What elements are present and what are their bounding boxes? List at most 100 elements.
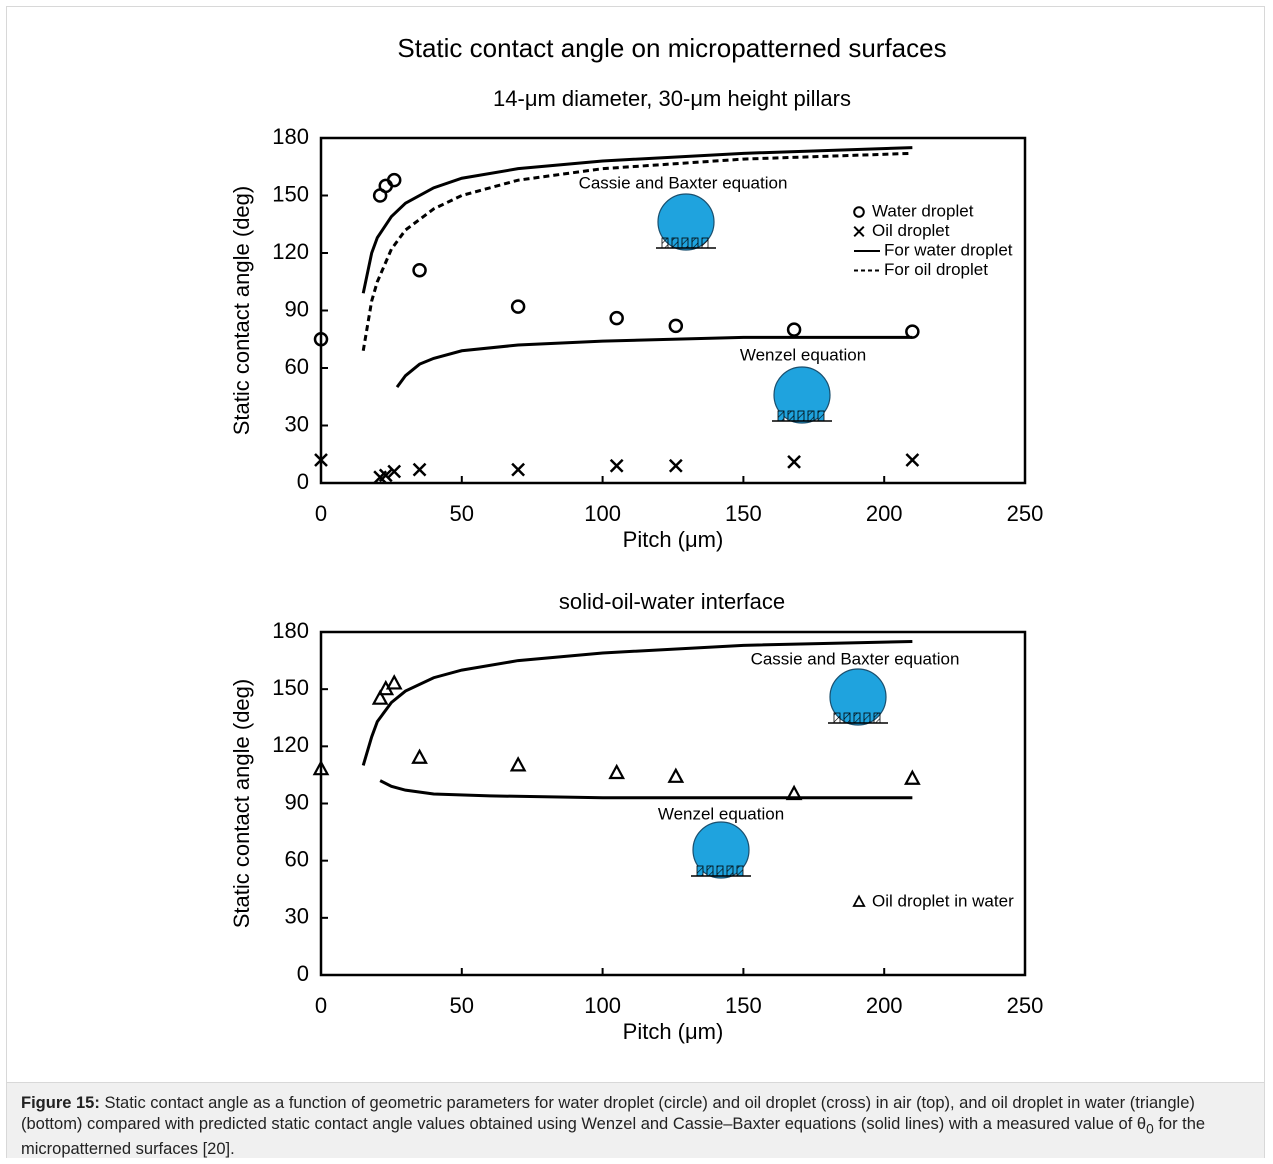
x-axis-label: Pitch (μm) (623, 1019, 724, 1044)
pillar-hatch (697, 866, 703, 876)
y-tick-label: 60 (285, 354, 309, 379)
x-tick-label: 0 (315, 993, 327, 1018)
pillar-hatch (808, 411, 814, 421)
x-tick-label: 100 (584, 501, 621, 526)
droplet-icon (828, 668, 888, 726)
y-tick-label: 180 (272, 618, 309, 643)
x-tick-label: 250 (1007, 501, 1044, 526)
y-tick-label: 90 (285, 296, 309, 321)
x-tick-label: 0 (315, 501, 327, 526)
marker-triangle (312, 759, 330, 776)
pillar-hatch (717, 866, 723, 876)
marker-cross (609, 458, 624, 473)
legend-label: Oil droplet in water (872, 891, 1014, 910)
y-tick-label: 180 (272, 124, 309, 149)
caption-label: Figure 15: (21, 1094, 100, 1112)
y-axis-label: Static contact angle (deg) (229, 186, 254, 435)
series-line (361, 151, 913, 352)
series-line (361, 146, 913, 389)
marker-circle (313, 332, 329, 347)
marker-cross (378, 468, 393, 483)
marker-triangle (411, 748, 428, 764)
x-tick-label: 150 (725, 993, 762, 1018)
x-tick-label: 200 (866, 501, 903, 526)
pillar (701, 237, 709, 249)
marker-circle (386, 172, 402, 188)
figure: Static contact angle on micropatterned s… (229, 33, 1044, 1044)
pillar (691, 237, 699, 249)
y-tick-label: 120 (272, 732, 309, 757)
legend-marker (852, 894, 866, 907)
marker-circle (786, 322, 802, 337)
droplet (692, 821, 750, 879)
caption-text-end: for the micropatterned surfaces [20]. (21, 1115, 1206, 1159)
x-tick-label: 150 (725, 501, 762, 526)
droplet-icon (772, 366, 832, 424)
y-axis-label: Static contact angle (deg) (229, 679, 254, 928)
chart-title: Static contact angle on micropatterned s… (397, 33, 946, 63)
x-tick-label: 200 (866, 993, 903, 1018)
caption-text: Static contact angle as a function of ge… (21, 1094, 1195, 1133)
pillar (671, 237, 679, 249)
y-tick-label: 90 (285, 789, 309, 814)
pillar-hatch (788, 411, 794, 421)
droplet (829, 668, 887, 726)
y-tick-label: 150 (272, 675, 309, 700)
pillar-hatch (727, 866, 733, 876)
pillar (853, 712, 861, 724)
marker-cross (511, 462, 526, 477)
y-tick-label: 120 (272, 239, 309, 264)
marker-cross (668, 458, 683, 473)
annotation: Wenzel equation (740, 345, 866, 364)
chart-title: solid-oil-water interface (559, 589, 785, 614)
legend-label: Oil droplet (872, 221, 950, 240)
droplet-icon (656, 193, 716, 251)
annotation: Wenzel equation (658, 804, 784, 823)
legend-label: Water droplet (872, 201, 974, 220)
marker-cross (412, 462, 427, 477)
pillar-hatch (798, 411, 804, 421)
pillar-hatch (737, 866, 743, 876)
marker-triangle (904, 769, 921, 785)
series-line (361, 640, 913, 800)
legend-marker (853, 206, 865, 218)
annotation: Cassie and Baxter equation (751, 649, 960, 668)
x-tick-label: 250 (1007, 993, 1044, 1018)
marker-triangle (608, 763, 626, 780)
pillar-hatch (707, 866, 713, 876)
pillar (873, 712, 881, 724)
legend-marker (853, 225, 865, 238)
marker-circle (668, 318, 684, 334)
pillar (843, 712, 851, 724)
annotation: Cassie and Baxter equation (579, 173, 788, 192)
marker-triangle (371, 689, 389, 705)
pillar (661, 237, 669, 249)
droplet (657, 193, 715, 251)
marker-cross (787, 455, 801, 469)
y-tick-label: 60 (285, 846, 309, 871)
pillar-hatch (818, 411, 824, 421)
pillar (681, 237, 689, 249)
marker-triangle (667, 767, 685, 783)
x-axis-label: Pitch (μm) (623, 527, 724, 552)
marker-triangle (385, 674, 403, 690)
marker-circle (609, 310, 624, 326)
pillar (833, 712, 841, 724)
droplet (773, 366, 831, 424)
pillar-hatch (778, 411, 784, 421)
marker-cross (905, 453, 920, 467)
y-tick-label: 30 (285, 904, 309, 929)
marker-circle (905, 324, 920, 339)
marker-cross (314, 453, 328, 467)
y-tick-label: 0 (297, 469, 309, 494)
caption-subscript: 0 (1146, 1121, 1154, 1137)
caption: Figure 15: Static contact angle as a fun… (7, 1082, 1264, 1158)
legend-label: For water droplet (884, 240, 1013, 259)
y-tick-label: 150 (272, 181, 309, 206)
marker-circle (510, 299, 526, 314)
pillar (863, 712, 871, 724)
marker-cross (387, 464, 402, 479)
x-tick-label: 50 (450, 501, 474, 526)
y-tick-label: 0 (297, 961, 309, 986)
marker-triangle (509, 756, 527, 772)
